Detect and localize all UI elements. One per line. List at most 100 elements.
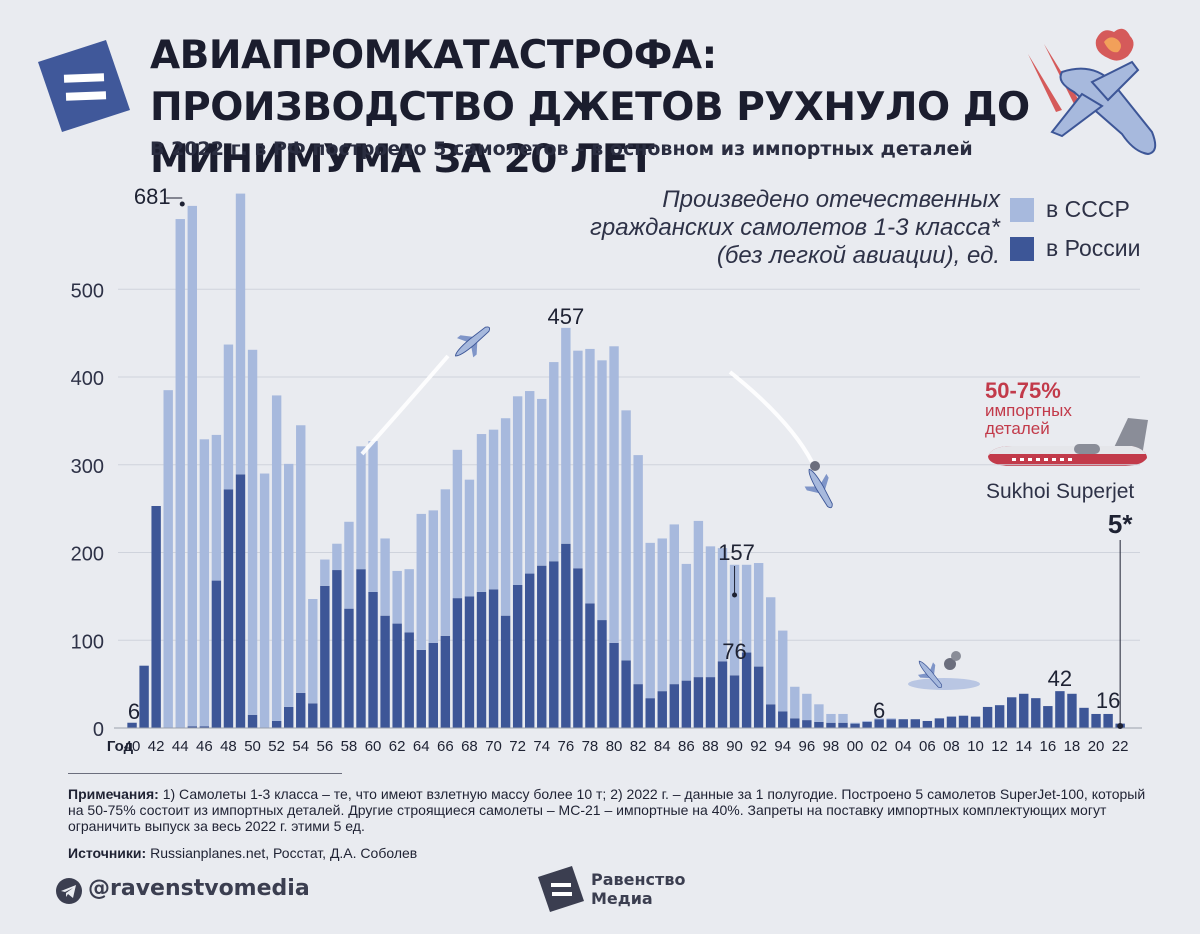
crashing-plane-icon [1028, 28, 1157, 156]
x-tick-label: 96 [799, 738, 816, 755]
x-tick-label: 40 [124, 738, 141, 755]
bar-ussr [175, 219, 185, 729]
bar-russia [874, 719, 884, 728]
bar-ussr [428, 510, 438, 643]
bar-ussr [597, 360, 607, 621]
bar-ussr [163, 390, 173, 728]
data-label: 457 [547, 304, 584, 329]
bar-russia [862, 721, 872, 728]
x-tick-label: 06 [919, 738, 936, 755]
x-tick-label: 42 [148, 738, 165, 755]
bar-russia [814, 721, 824, 728]
bar-russia [753, 666, 764, 728]
y-tick-label: 100 [71, 631, 104, 653]
chart-description-line: (без легкой авиации), ед. [716, 242, 1000, 269]
y-tick-label: 200 [71, 544, 104, 566]
bar-ussr [500, 418, 511, 616]
x-tick-label: 56 [317, 738, 334, 755]
bar-ussr [681, 563, 692, 681]
bar-ussr [320, 559, 330, 586]
footer-divider [68, 773, 342, 774]
bar-ussr [621, 410, 631, 661]
bar-ussr [561, 327, 571, 544]
bar-russia [284, 706, 294, 728]
leader-dot [179, 201, 185, 207]
x-tick-label: 48 [220, 738, 237, 755]
smoke-puff [944, 658, 956, 670]
x-tick-label: 62 [389, 738, 406, 755]
bar-russia [982, 706, 993, 728]
bar-ussr [525, 391, 535, 574]
bar-russia [1055, 691, 1065, 728]
bar-ussr [476, 434, 487, 592]
x-tick-label: 00 [847, 738, 864, 755]
logo-icon [38, 40, 130, 132]
bar-ussr [790, 686, 800, 719]
ssj-import-label: деталей [985, 419, 1050, 438]
y-tick-label: 300 [71, 456, 104, 478]
x-tick-label: 68 [461, 738, 478, 755]
bar-russia [693, 677, 704, 728]
legend-label-ussr: в СССР [1046, 196, 1130, 222]
bar-ussr [247, 349, 258, 715]
bar-ussr [199, 439, 210, 727]
bar-ussr [211, 434, 222, 581]
bar-russia [428, 642, 438, 728]
bar-russia [922, 720, 933, 728]
bar-ussr [741, 564, 752, 653]
bar-ussr [344, 521, 354, 609]
legend-swatch-ussr [1010, 197, 1034, 222]
bar-ussr [392, 570, 402, 624]
bar-russia [332, 570, 342, 728]
smoke-puff [810, 461, 820, 471]
x-tick-label: 94 [774, 738, 791, 755]
bar-ussr [886, 718, 896, 720]
bar-russia [898, 719, 908, 728]
bar-ussr [585, 348, 595, 604]
legend-swatch-russia [1010, 236, 1034, 261]
sources-label: Источники: [68, 845, 147, 861]
bar-russia [488, 589, 499, 728]
x-tick-label: 12 [991, 738, 1008, 755]
telegram-handle[interactable]: @ravenstvomedia [88, 876, 310, 901]
x-tick-label: 60 [365, 738, 382, 755]
bar-ussr [404, 569, 414, 633]
bar-russia [609, 642, 619, 728]
bar-ussr [464, 479, 475, 597]
bar-ussr [296, 425, 306, 693]
smoke-puff [951, 651, 961, 661]
bar-russia [802, 720, 812, 728]
x-tick-label: 82 [630, 738, 647, 755]
bar-russia [368, 591, 378, 728]
data-label: 6 [873, 698, 885, 723]
bar-russia [778, 711, 788, 728]
bar-ussr [657, 538, 667, 692]
bar-russia [1043, 706, 1053, 728]
data-label: 5* [1108, 509, 1133, 539]
bar-russia [464, 596, 475, 728]
bar-russia [404, 632, 414, 728]
leader-dot [1117, 723, 1124, 729]
bar-russia [416, 649, 426, 728]
bar-russia [838, 722, 848, 728]
ssj-name: Sukhoi Superjet [986, 480, 1135, 503]
bar-ussr [549, 362, 559, 562]
bar-russia [741, 652, 752, 728]
superjet-plane-icon [988, 418, 1148, 466]
x-tick-label: 46 [196, 738, 213, 755]
x-tick-label: 04 [895, 738, 912, 755]
bar-russia [199, 726, 210, 728]
bar-ussr [332, 543, 342, 571]
bar-russia [994, 705, 1005, 728]
bar-russia [127, 722, 137, 728]
bar-russia [1007, 697, 1017, 728]
bar-russia [139, 665, 149, 728]
bar-ussr [705, 546, 716, 678]
data-label: 76 [722, 639, 746, 664]
bar-ussr [380, 538, 390, 616]
bar-russia [1079, 707, 1089, 728]
bar-ussr [416, 513, 426, 650]
bar-russia [537, 565, 547, 728]
bar-ussr [766, 597, 776, 705]
x-tick-label: 54 [292, 738, 309, 755]
